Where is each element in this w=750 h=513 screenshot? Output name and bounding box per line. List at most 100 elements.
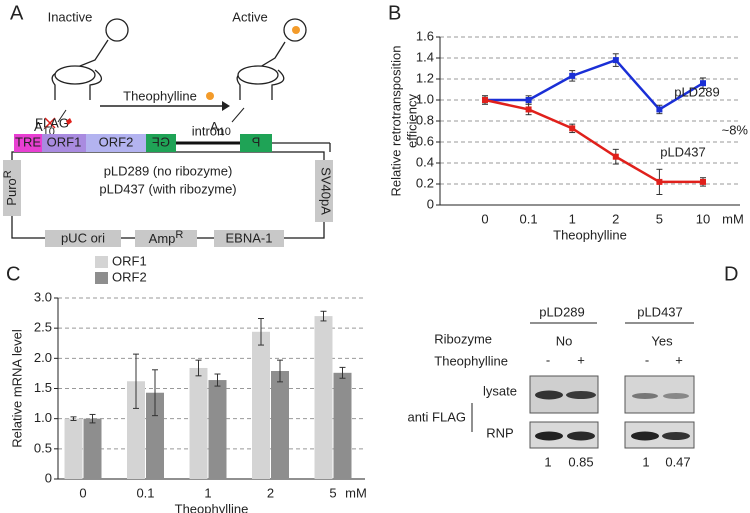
error-bar — [133, 353, 139, 409]
element-sup: R — [175, 229, 183, 241]
series-label: pLD437 — [660, 144, 706, 159]
y-tick-label: 0.8 — [416, 112, 434, 127]
y-tick-label: 2.5 — [34, 320, 52, 335]
bar — [146, 392, 164, 479]
ebna-box — [214, 230, 284, 247]
plasmid-name: pLD289 (no ribozyme) — [104, 163, 233, 178]
element-label: intron — [192, 123, 225, 138]
x-tick-label: 1 — [204, 485, 211, 500]
lane-sign: + — [577, 352, 585, 367]
y-tick-label: 0.2 — [416, 175, 434, 190]
band — [567, 431, 595, 441]
series-line — [484, 98, 703, 184]
ligand-dot — [292, 26, 300, 34]
x-axis-title: Theophylline — [175, 501, 249, 513]
y-tick-label: 2.0 — [34, 350, 52, 365]
flag-label: FLAG — [35, 115, 69, 130]
x-unit: mM — [722, 211, 744, 226]
band — [566, 391, 596, 399]
legend-label: ORF2 — [112, 269, 147, 284]
tail-label: A10 — [210, 119, 231, 137]
panel-d: pLD289 pLD437 Ribozyme No Yes Theophylli… — [407, 304, 695, 469]
sv40-box — [315, 160, 333, 222]
data-point — [612, 57, 619, 64]
data-point — [700, 80, 706, 87]
element-text: Puro — [4, 178, 19, 205]
y-tick-label: 0.5 — [34, 440, 52, 455]
data-point — [525, 106, 532, 113]
legend-label: ORF1 — [112, 253, 147, 268]
puc-box — [45, 230, 121, 247]
row-label: RNP — [486, 425, 513, 440]
error-bar — [70, 416, 77, 421]
row-label: Theophylline — [434, 353, 508, 368]
data-point — [525, 97, 532, 103]
y-tick-label: 1.0 — [416, 91, 434, 106]
bar — [64, 418, 83, 479]
ribozyme-value: Yes — [651, 333, 673, 348]
tail-sub: 10 — [219, 126, 231, 138]
panel-label: C — [6, 263, 20, 285]
chart: 0 0.2 0.4 0.6 0.8 1.0 1.2 1.4 1.6 0 0.1 1 2 5 10 mM Theo… — [388, 28, 748, 242]
quantification: 0.85 — [568, 454, 593, 469]
state-label: Active — [232, 9, 267, 24]
quantification: 0.47 — [665, 454, 690, 469]
construct-header: pLD437 — [637, 304, 683, 319]
row-label: Ribozyme — [434, 331, 492, 346]
data-point — [569, 125, 576, 132]
y-tick-label: 0.4 — [416, 154, 434, 169]
bar — [189, 367, 208, 479]
gfp-box — [146, 134, 176, 152]
element-label: TRE — [15, 134, 41, 149]
element-text: Amp — [149, 231, 176, 246]
antibody-label: anti FLAG — [407, 409, 466, 424]
chart: 0 0.5 1.0 1.5 2.0 2.5 3.0 0 0.1 1 2 5 mM Theophylline… — [9, 253, 366, 513]
error-bar — [89, 413, 96, 424]
band — [535, 431, 563, 441]
error-bar — [195, 359, 202, 377]
bar — [314, 316, 333, 479]
x-tick-label: 0.1 — [136, 485, 154, 500]
y-tick-label: 1.0 — [34, 410, 52, 425]
y-tick-label: 0 — [427, 196, 434, 211]
element-label: AmpR — [149, 229, 184, 247]
y-tick-label: 1.2 — [416, 70, 434, 85]
data-point — [569, 72, 576, 79]
x-tick-label: 0 — [481, 211, 488, 226]
x-unit: mM — [345, 485, 367, 500]
arrow — [231, 107, 245, 123]
data-point — [482, 97, 488, 103]
series-label: pLD289 — [674, 84, 720, 99]
bar — [83, 418, 102, 479]
flag-mark — [66, 118, 72, 125]
gfp-box — [240, 134, 272, 152]
puro-box — [3, 160, 21, 216]
ligand-dot — [206, 92, 214, 100]
element-label: SV40pA — [319, 167, 334, 215]
error-bar — [277, 359, 283, 383]
y-tick-label: 1.6 — [416, 28, 434, 43]
element-label: pUC ori — [61, 230, 105, 245]
x-tick-label: 1 — [569, 211, 576, 226]
lane-sign: - — [645, 352, 649, 367]
element-label: GF — [152, 134, 170, 149]
x-tick-label: 0.1 — [520, 211, 538, 226]
tre-box — [14, 134, 42, 152]
error-bar — [258, 318, 264, 346]
data-point — [656, 178, 663, 185]
bar — [271, 371, 289, 479]
panel-label: D — [724, 263, 738, 285]
element-label: PuroR — [2, 170, 20, 205]
ribozyme-value: No — [556, 333, 573, 348]
y-tick-label: 0.6 — [416, 133, 434, 148]
bar — [127, 381, 145, 479]
lane-sign: + — [675, 352, 683, 367]
riboswitch-inactive — [51, 18, 129, 100]
bar — [333, 372, 352, 479]
panel-label: A — [10, 2, 24, 24]
band — [535, 390, 563, 400]
data-point — [700, 178, 706, 185]
x-tick-label: 5 — [329, 485, 336, 500]
x-tick-label: 2 — [612, 211, 619, 226]
